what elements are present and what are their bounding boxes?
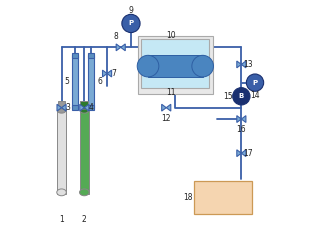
Text: 18: 18 [183, 193, 193, 202]
Polygon shape [80, 104, 84, 111]
Text: 13: 13 [243, 60, 252, 69]
Polygon shape [162, 104, 166, 111]
Ellipse shape [80, 109, 88, 113]
Circle shape [246, 74, 264, 91]
Polygon shape [241, 116, 246, 123]
Text: B: B [239, 93, 244, 99]
Bar [80, 101, 88, 111]
Bar [88, 55, 94, 108]
Polygon shape [237, 116, 241, 123]
Bar [72, 105, 78, 110]
Bar [72, 55, 78, 108]
Text: 8: 8 [114, 32, 119, 41]
Text: 4: 4 [88, 103, 93, 112]
Polygon shape [121, 44, 125, 51]
Text: 15: 15 [223, 92, 232, 101]
Circle shape [137, 55, 159, 77]
Text: 1: 1 [59, 215, 64, 224]
Polygon shape [241, 61, 246, 68]
Text: 10: 10 [166, 31, 176, 41]
Text: 7: 7 [111, 69, 116, 78]
Text: 14: 14 [250, 91, 260, 100]
Bar [72, 53, 78, 58]
Bar [148, 55, 203, 77]
Polygon shape [241, 150, 246, 157]
Bar [88, 53, 94, 58]
Text: 2: 2 [82, 215, 87, 224]
Polygon shape [84, 104, 89, 111]
Circle shape [192, 55, 213, 77]
Polygon shape [103, 70, 107, 77]
Text: 3: 3 [66, 103, 70, 112]
Polygon shape [107, 70, 112, 77]
Text: 11: 11 [166, 88, 176, 97]
Text: 12: 12 [162, 114, 171, 123]
Text: P: P [252, 80, 258, 86]
Polygon shape [61, 104, 66, 111]
Text: 5: 5 [64, 77, 69, 86]
Polygon shape [166, 104, 171, 111]
Ellipse shape [57, 189, 66, 196]
Text: 16: 16 [236, 125, 246, 134]
Polygon shape [116, 44, 121, 51]
Bar [57, 108, 66, 194]
Polygon shape [237, 61, 241, 68]
Text: 17: 17 [243, 149, 252, 158]
Text: P: P [129, 20, 134, 27]
Polygon shape [57, 104, 61, 111]
Bar [193, 180, 251, 213]
Polygon shape [237, 150, 241, 157]
Circle shape [233, 88, 250, 105]
Bar [58, 101, 66, 111]
Bar [80, 108, 89, 194]
Bar [88, 105, 94, 110]
Circle shape [122, 14, 140, 33]
Ellipse shape [58, 109, 66, 113]
Text: 9: 9 [129, 6, 134, 15]
Bar [141, 39, 209, 88]
Text: 6: 6 [98, 77, 103, 86]
Bar [138, 36, 213, 94]
Ellipse shape [80, 189, 89, 196]
